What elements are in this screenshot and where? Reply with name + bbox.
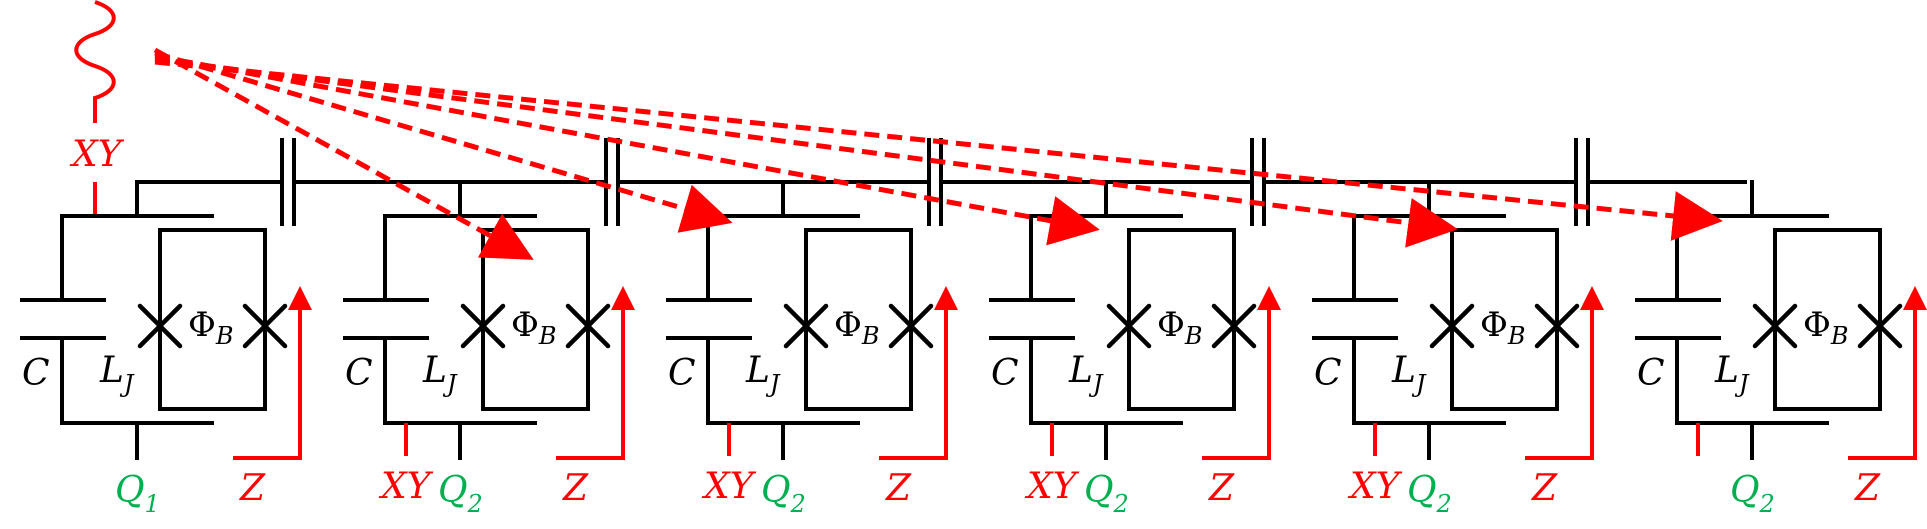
flux-label: ΦB [511,305,557,350]
z-label: Z [1531,468,1558,509]
shunt-capacitor [666,298,752,340]
junction-stroke [1534,303,1580,349]
xy-broadcast-arrow-4 [154,53,1100,246]
shunt-capacitor [989,298,1075,340]
z-flux-line [233,286,312,460]
capacitor-label: C [1314,353,1342,394]
inductor-label: LJ [1714,350,1750,398]
shunt-capacitor [1635,298,1721,340]
qubit-cell-1: C LJ ΦB Z Q1 [20,180,312,518]
qubit-label: Q2 [1407,470,1452,518]
coupling-bus [135,138,1747,226]
qubit-label: Q2 [438,470,483,518]
josephson-junction-left [1429,303,1475,349]
flux-label: ΦB [1803,305,1849,350]
z-label: Z [885,468,912,509]
xy-label: XY [378,466,434,507]
junction-stroke [1857,303,1903,349]
junction-stroke [888,303,934,349]
shunt-capacitor [343,298,429,340]
inductor-label: LJ [422,350,458,398]
inductor-label: LJ [99,350,135,398]
josephson-junction-right [1857,303,1903,349]
xy-broadcast-arrow-3 [154,50,733,233]
josephson-junction-left [137,303,183,349]
qubit-cell-5: C LJ ΦB Z XY Q2 [1312,180,1604,518]
shunt-capacitor [20,298,106,340]
z-flux-line [879,286,958,460]
junction-stroke [783,303,829,349]
z-label: Z [1854,468,1881,509]
xy-broadcast-arrows [153,47,1723,260]
inductor-label: LJ [1391,350,1427,398]
qubit-label: Q2 [1730,470,1775,518]
josephson-junction-right [565,303,611,349]
qubit-cell-4: C LJ ΦB Z XY Q2 [989,180,1281,518]
capacitor-label: C [345,353,373,394]
z-label: Z [1208,468,1235,509]
capacitor-label: C [22,353,50,394]
z-label: Z [562,468,589,509]
inductor-label: LJ [745,350,781,398]
junction-stroke [460,303,506,349]
junction-stroke [565,303,611,349]
josephson-junction-left [460,303,506,349]
josephson-junction-right [1534,303,1580,349]
capacitor-label: C [668,353,696,394]
qubit-label: Q2 [1084,470,1129,518]
josephson-junction-right [1211,303,1257,349]
josephson-junction-right [888,303,934,349]
xy-label: XY [1024,466,1080,507]
xy-broadcast-arrow-5 [154,56,1458,248]
xy-label: XY [701,466,757,507]
flux-label: ΦB [1157,305,1203,350]
source-xy-label: XY [69,134,125,175]
z-flux-line [1525,286,1604,460]
microwave-waveform-icon [74,0,116,123]
qubit-cell-6: C LJ ΦB Z Q2 [1635,180,1927,518]
flux-label: ΦB [834,305,880,350]
flux-label: ΦB [1480,305,1526,350]
capacitor-label: C [1637,353,1665,394]
josephson-junction-right [242,303,288,349]
shunt-capacitor [1312,298,1398,340]
xy-broadcast-arrow-2 [153,47,534,260]
junction-stroke [1752,303,1798,349]
josephson-junction-left [1752,303,1798,349]
junction-stroke [242,303,288,349]
qubit-label: Q1 [115,470,160,518]
inductor-label: LJ [1068,350,1104,398]
z-flux-line [1848,286,1927,460]
junction-stroke [137,303,183,349]
z-label: Z [239,468,266,509]
qubit-label: Q2 [761,470,806,518]
junction-stroke [1429,303,1475,349]
capacitor-label: C [991,353,1019,394]
josephson-junction-left [1106,303,1152,349]
xy-label: XY [1347,466,1403,507]
flux-label: ΦB [188,305,234,350]
z-flux-line [556,286,635,460]
qubit-cell-2: C LJ ΦB Z XY Q2 [343,180,635,518]
josephson-junction-left [783,303,829,349]
xy-broadcast-arrow-6 [154,59,1723,241]
junction-stroke [1106,303,1152,349]
qubit-cell-3: C LJ ΦB Z XY Q2 [666,180,958,518]
microwave-source: XY [69,0,125,214]
junction-stroke [1211,303,1257,349]
z-flux-line [1202,286,1281,460]
